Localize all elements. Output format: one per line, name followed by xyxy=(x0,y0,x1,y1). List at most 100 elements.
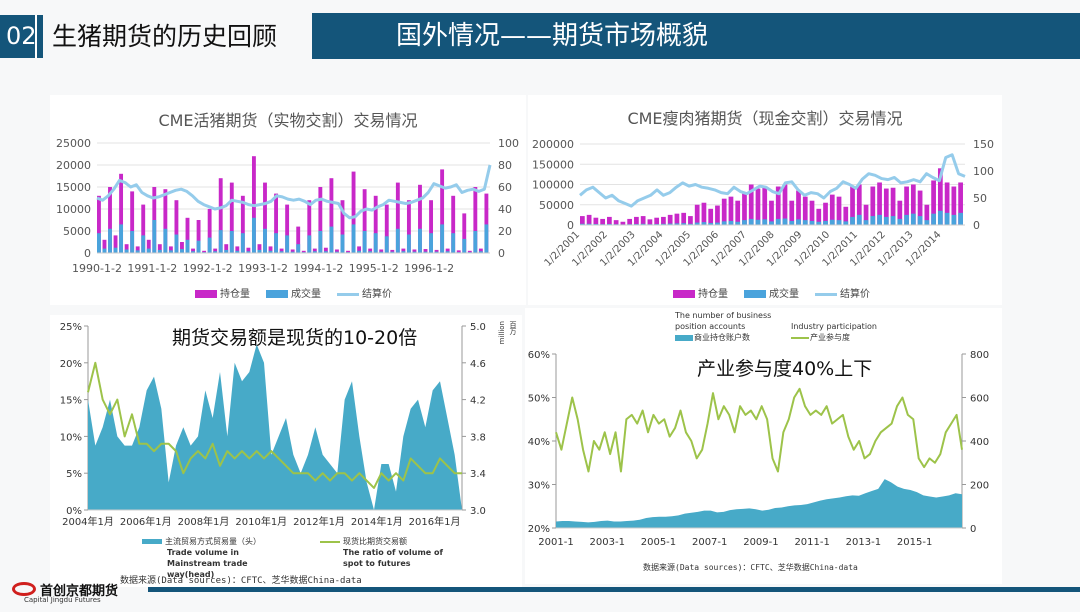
line-series xyxy=(96,164,492,220)
x-tick-label: 2012年1月 xyxy=(293,515,345,528)
bar-成交量 xyxy=(185,239,190,253)
bar-成交量 xyxy=(809,220,815,225)
legend-item: Industry participation 产业参与度 xyxy=(791,321,877,343)
bar-成交量 xyxy=(870,216,876,225)
y2-tick-label: 40 xyxy=(498,203,512,216)
bar-持仓量 xyxy=(395,182,400,253)
bar-持仓量 xyxy=(191,248,195,253)
area-series xyxy=(556,479,962,528)
y-tick-label: 50000 xyxy=(539,199,574,212)
bar-持仓量 xyxy=(451,195,456,253)
bar-持仓量 xyxy=(185,217,190,253)
bar-持仓量 xyxy=(434,249,439,253)
line-series xyxy=(555,387,963,473)
bar-持仓量 xyxy=(141,204,146,253)
bar-持仓量 xyxy=(850,186,855,225)
x-tick-label: 2016年1月 xyxy=(409,515,461,528)
y2-tick-label: 50 xyxy=(973,192,987,205)
bar-持仓量 xyxy=(329,178,334,253)
bar-持仓量 xyxy=(836,196,842,225)
legend-item: 现货比期货交易额 The ratio of volume of spot to … xyxy=(320,536,450,569)
bar-成交量 xyxy=(168,250,173,253)
bar-持仓量 xyxy=(708,208,714,225)
x-tick-label: 2008年1月 xyxy=(178,515,230,528)
bar-持仓量 xyxy=(667,214,673,225)
bar-持仓量 xyxy=(863,204,869,225)
bar-成交量 xyxy=(141,235,146,253)
bar-成交量 xyxy=(296,244,301,253)
legend-item: 持仓量 xyxy=(195,285,250,300)
x-tick-label: 2010年1月 xyxy=(235,515,287,528)
bar-持仓量 xyxy=(346,250,350,253)
y2-tick-label: 400 xyxy=(970,437,989,448)
bar-成交量 xyxy=(279,251,284,253)
data-source: 数据来源(Data sources)：CFTC、芝华数据China-data xyxy=(643,563,858,572)
legend-label-en: The ratio of volume of spot to futures xyxy=(343,548,443,568)
bar-持仓量 xyxy=(119,173,124,253)
legend-item: 成交量 xyxy=(744,285,799,300)
bar-持仓量 xyxy=(467,250,472,253)
bar-持仓量 xyxy=(715,205,720,225)
chart-industry-participation: 20% 30% 40% 50% 60% 0 200 400 600 800 2001-1 2003-1… xyxy=(525,308,1002,584)
bar-持仓量 xyxy=(748,184,754,225)
bar-成交量 xyxy=(274,233,279,253)
bar-持仓量 xyxy=(607,216,612,225)
bar-持仓量 xyxy=(207,209,212,253)
bar-成交量 xyxy=(451,233,456,253)
bar-成交量 xyxy=(769,221,774,225)
legend: 持仓量 成交量 结算价 xyxy=(195,285,392,300)
x-tick-label: 2013-1 xyxy=(846,537,881,548)
bar-成交量 xyxy=(904,214,909,225)
bar-成交量 xyxy=(708,222,714,225)
x-tick-label: 2009-1 xyxy=(743,537,778,548)
bar-持仓量 xyxy=(113,235,118,253)
bar-成交量 xyxy=(235,250,240,253)
bar-持仓量 xyxy=(816,208,822,225)
bar-持仓量 xyxy=(285,204,290,253)
bar-持仓量 xyxy=(174,200,179,253)
bar-成交量 xyxy=(951,214,957,225)
bar-成交量 xyxy=(782,218,788,225)
y-tick-label: 0 xyxy=(84,247,91,260)
x-tick-label: 1990-1-2 xyxy=(72,262,122,275)
bar-持仓量 xyxy=(600,218,605,225)
bar-持仓量 xyxy=(102,239,107,253)
x-tick-label: 2005-1 xyxy=(641,537,676,548)
bar-成交量 xyxy=(119,224,124,253)
bar-持仓量 xyxy=(580,216,585,225)
bar-成交量 xyxy=(224,249,229,253)
bar-成交量 xyxy=(593,223,599,225)
y2-tick-label: 60 xyxy=(498,181,512,194)
bar-成交量 xyxy=(802,220,808,225)
y-tick-label: 10000 xyxy=(56,203,91,216)
bar-持仓量 xyxy=(462,213,467,253)
bar-持仓量 xyxy=(586,214,592,225)
bar-持仓量 xyxy=(620,221,626,225)
bar-成交量 xyxy=(163,228,168,253)
bar-持仓量 xyxy=(440,169,445,253)
bar-成交量 xyxy=(688,223,693,225)
bar-持仓量 xyxy=(390,249,395,253)
y2-tick-label: 100 xyxy=(498,137,519,150)
bar-成交量 xyxy=(661,223,666,225)
bar-成交量 xyxy=(268,250,273,253)
bar-成交量 xyxy=(836,220,842,225)
bar-成交量 xyxy=(340,234,345,253)
y-tick-label: 25000 xyxy=(56,137,91,150)
legend-label: 主流贸易方式贸易量（头） xyxy=(165,537,261,546)
bar-持仓量 xyxy=(384,204,389,253)
bar-成交量 xyxy=(856,214,862,225)
bar-持仓量 xyxy=(843,206,849,225)
y-tick-label: 5000 xyxy=(63,225,91,238)
legend-label-en: The number of business position accounts xyxy=(675,311,772,331)
y2-tick-label: 0 xyxy=(970,524,976,535)
legend-label: 成交量 xyxy=(769,289,799,300)
bar-持仓量 xyxy=(829,194,835,225)
divider xyxy=(35,15,37,58)
bar-成交量 xyxy=(318,231,323,253)
y-tick-label: 20% xyxy=(60,359,82,370)
bar-持仓量 xyxy=(775,186,781,225)
y-tick-label: 5% xyxy=(66,469,82,480)
legend-label: 现货比期货交易额 xyxy=(343,537,407,546)
chart-title: 期货交易额是现货的10-20倍 xyxy=(172,327,418,349)
